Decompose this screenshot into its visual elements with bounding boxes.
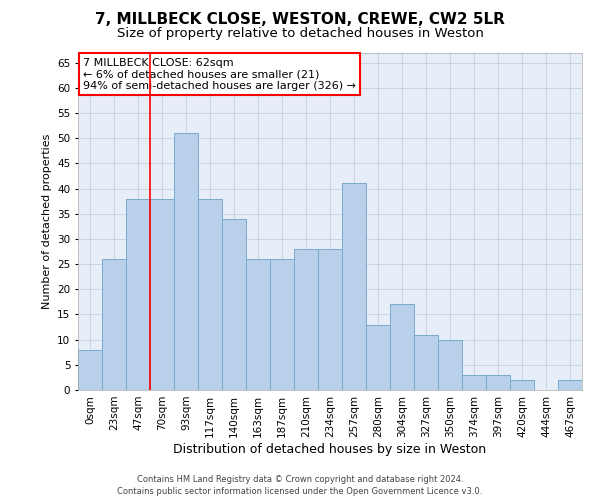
X-axis label: Distribution of detached houses by size in Weston: Distribution of detached houses by size … — [173, 442, 487, 456]
Bar — [150, 198, 174, 390]
Text: 7 MILLBECK CLOSE: 62sqm
← 6% of detached houses are smaller (21)
94% of semi-det: 7 MILLBECK CLOSE: 62sqm ← 6% of detached… — [83, 58, 356, 91]
Bar — [390, 304, 414, 390]
Bar — [174, 133, 198, 390]
Bar — [438, 340, 462, 390]
Bar — [414, 334, 438, 390]
Text: 7, MILLBECK CLOSE, WESTON, CREWE, CW2 5LR: 7, MILLBECK CLOSE, WESTON, CREWE, CW2 5L… — [95, 12, 505, 28]
Y-axis label: Number of detached properties: Number of detached properties — [41, 134, 52, 309]
Bar — [462, 375, 486, 390]
Text: Size of property relative to detached houses in Weston: Size of property relative to detached ho… — [116, 28, 484, 40]
Bar — [246, 259, 270, 390]
Bar — [486, 375, 510, 390]
Bar — [222, 218, 246, 390]
Bar — [270, 259, 294, 390]
Text: Contains HM Land Registry data © Crown copyright and database right 2024.
Contai: Contains HM Land Registry data © Crown c… — [118, 474, 482, 496]
Bar — [126, 198, 150, 390]
Bar — [294, 249, 318, 390]
Bar — [366, 324, 390, 390]
Bar — [558, 380, 582, 390]
Bar — [78, 350, 102, 390]
Bar — [510, 380, 534, 390]
Bar — [318, 249, 342, 390]
Bar — [102, 259, 126, 390]
Bar — [198, 198, 222, 390]
Bar — [342, 184, 366, 390]
